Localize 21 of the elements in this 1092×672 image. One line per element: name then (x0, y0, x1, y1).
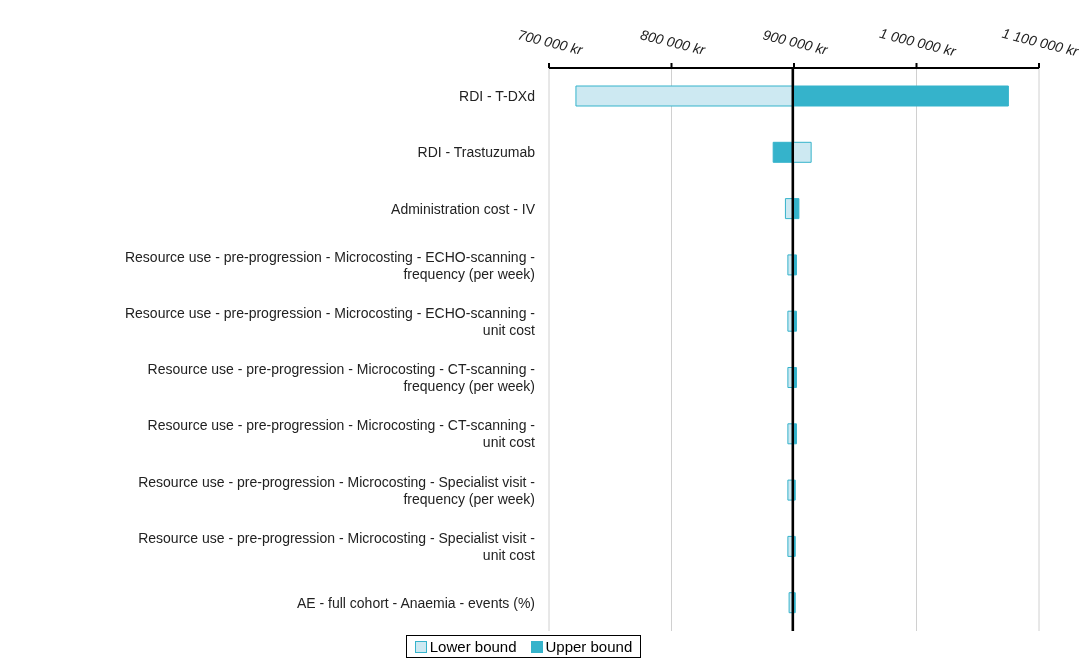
y-tick-label: RDI - Trastuzumab (417, 144, 536, 161)
y-tick-label: Administration cost - IV (391, 200, 536, 217)
x-tick-label: 1 000 000 kr (878, 24, 959, 60)
bar (792, 141, 812, 163)
y-tick-label: Resource use - pre-progression - Microcosting - ECHO-scanning - frequency (per week) (124, 248, 536, 282)
y-tick-label: Resource use - pre-progression - Microcosting - CT-scanning - frequency (per week) (147, 361, 536, 395)
bar (792, 85, 1009, 107)
y-tick-label: Resource use - pre-progression - Microcosting - Specialist visit - frequency (per week) (138, 473, 536, 507)
x-tick-label: 1 100 000 kr (1000, 24, 1082, 60)
y-tick-label: RDI - T-DXd (459, 88, 535, 105)
legend-label: Lower bound (428, 638, 517, 655)
y-tick-label: Resource use - pre-progression - Microcosting - Specialist visit - unit cost (138, 530, 536, 564)
x-tick-label: 800 000 kr (638, 26, 709, 59)
x-tick-label: 700 000 kr (516, 26, 586, 59)
y-tick-label: AE - full cohort - Anaemia - events (%) (296, 594, 535, 611)
legend-label: Upper bound (544, 638, 633, 655)
bar (575, 85, 794, 107)
x-tick-label: 900 000 kr (761, 26, 831, 59)
bar (772, 141, 794, 163)
y-tick-label: Resource use - pre-progression - Microcosting - CT-scanning - unit cost (147, 417, 536, 451)
y-tick-label: Resource use - pre-progression - Microcosting - ECHO-scanning - unit cost (124, 304, 536, 338)
